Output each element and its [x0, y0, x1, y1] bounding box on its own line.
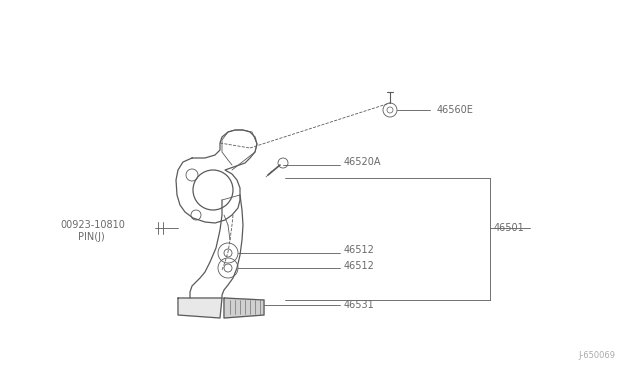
Text: J-650069: J-650069 — [578, 351, 615, 360]
Text: 46520A: 46520A — [344, 157, 381, 167]
Text: 00923-10810: 00923-10810 — [60, 220, 125, 230]
Text: 46501: 46501 — [494, 223, 525, 233]
Text: 46512: 46512 — [344, 261, 375, 271]
Text: 46531: 46531 — [344, 300, 375, 310]
Text: 46512: 46512 — [344, 245, 375, 255]
Polygon shape — [224, 298, 264, 318]
Polygon shape — [178, 298, 222, 318]
Text: PIN(J): PIN(J) — [78, 232, 105, 242]
Text: 46560E: 46560E — [437, 105, 474, 115]
